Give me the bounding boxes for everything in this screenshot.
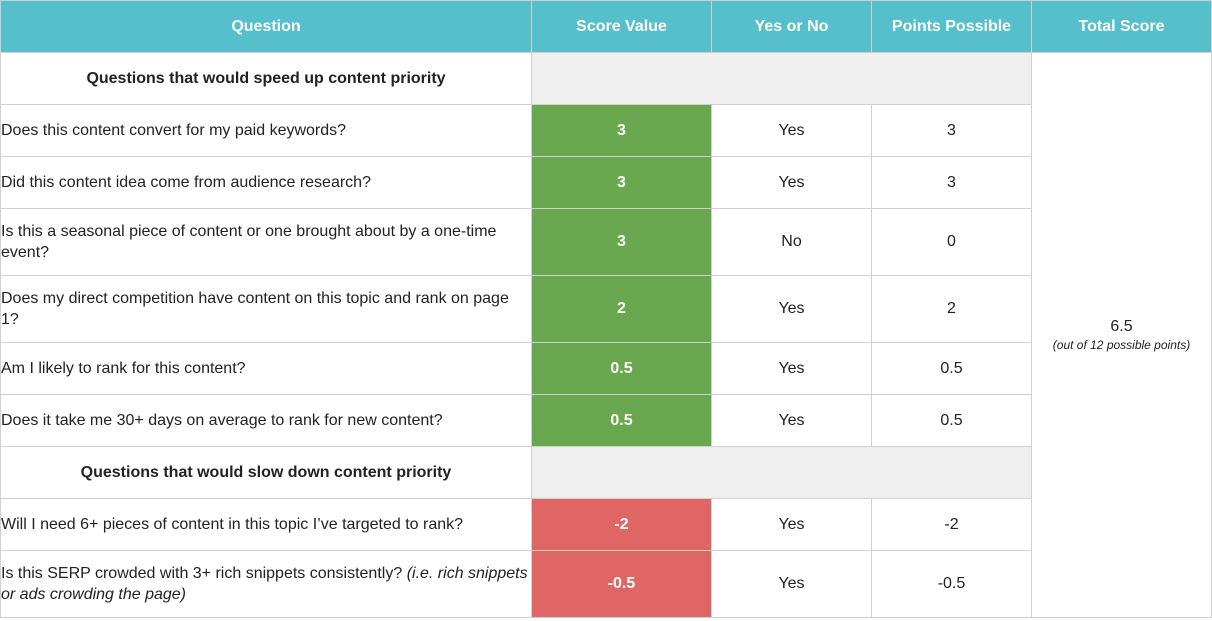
- points-cell: 2: [871, 275, 1032, 343]
- score-value-cell: 0.5: [531, 342, 712, 395]
- points-cell: -0.5: [871, 550, 1032, 618]
- header-score-value: Score Value: [531, 0, 712, 53]
- header-total-score: Total Score: [1031, 0, 1212, 53]
- question-cell: Does it take me 30+ days on average to r…: [0, 394, 532, 447]
- table-row: Is this a seasonal piece of content or o…: [0, 208, 1212, 276]
- table-row: Does it take me 30+ days on average to r…: [0, 394, 1212, 447]
- yes-no-cell: Yes: [711, 498, 872, 551]
- yes-no-cell: Yes: [711, 275, 872, 343]
- score-value-cell: -2: [531, 498, 712, 551]
- question-text: Will I need 6+ pieces of content in this…: [1, 516, 464, 533]
- question-text: Am I likely to rank for this content?: [1, 360, 246, 377]
- points-cell: 3: [871, 104, 1032, 157]
- points-cell: 0: [871, 208, 1032, 276]
- question-text: Does my direct competition have content …: [1, 290, 509, 328]
- yes-no-cell: Yes: [711, 550, 872, 618]
- section-title-speed-up: Questions that would speed up content pr…: [0, 52, 532, 105]
- question-cell: Does my direct competition have content …: [0, 275, 532, 343]
- question-cell: Did this content idea come from audience…: [0, 156, 532, 209]
- table-row: Am I likely to rank for this content? 0.…: [0, 342, 1212, 395]
- section-fill: [531, 446, 1032, 499]
- yes-no-cell: Yes: [711, 394, 872, 447]
- question-text: Did this content idea come from audience…: [1, 174, 371, 191]
- question-cell: Will I need 6+ pieces of content in this…: [0, 498, 532, 551]
- question-text: Does this content convert for my paid ke…: [1, 122, 347, 139]
- question-cell: Is this SERP crowded with 3+ rich snippe…: [0, 550, 532, 618]
- section-title-slow-down: Questions that would slow down content p…: [0, 446, 532, 499]
- question-text: Is this SERP crowded with 3+ rich snippe…: [1, 565, 403, 582]
- question-cell: Is this a seasonal piece of content or o…: [0, 208, 532, 276]
- score-value-cell: -0.5: [531, 550, 712, 618]
- yes-no-cell: Yes: [711, 156, 872, 209]
- points-cell: -2: [871, 498, 1032, 551]
- section-row-speed-up: Questions that would speed up content pr…: [0, 52, 1212, 618]
- points-cell: 0.5: [871, 342, 1032, 395]
- total-score-note: (out of 12 possible points): [1052, 338, 1191, 352]
- question-cell: Am I likely to rank for this content?: [0, 342, 532, 395]
- score-value-cell: 0.5: [531, 394, 712, 447]
- header-row: Question Score Value Yes or No Points Po…: [0, 0, 1212, 53]
- table-row: Will I need 6+ pieces of content in this…: [0, 498, 1212, 551]
- yes-no-cell: Yes: [711, 104, 872, 157]
- points-cell: 3: [871, 156, 1032, 209]
- section-row-slow-down: Questions that would slow down content p…: [0, 446, 1212, 499]
- header-question: Question: [0, 0, 532, 53]
- header-yes-or-no: Yes or No: [711, 0, 872, 53]
- table-row: Does this content convert for my paid ke…: [0, 104, 1212, 157]
- header-points-possible: Points Possible: [871, 0, 1032, 53]
- score-value-cell: 2: [531, 275, 712, 343]
- question-cell: Does this content convert for my paid ke…: [0, 104, 532, 157]
- table-row: Did this content idea come from audience…: [0, 156, 1212, 209]
- score-value-cell: 3: [531, 104, 712, 157]
- points-cell: 0.5: [871, 394, 1032, 447]
- question-text: Is this a seasonal piece of content or o…: [1, 223, 497, 261]
- question-note: (i.e. rich snippets or ads crowding the …: [1, 565, 528, 603]
- total-score-cell: 6.5 (out of 12 possible points): [1031, 52, 1212, 618]
- score-value-cell: 3: [531, 156, 712, 209]
- score-value-cell: 3: [531, 208, 712, 276]
- yes-no-cell: No: [711, 208, 872, 276]
- section-fill: [531, 52, 1032, 105]
- total-score-value: 6.5: [1110, 318, 1133, 335]
- yes-no-cell: Yes: [711, 342, 872, 395]
- table-row: Is this SERP crowded with 3+ rich snippe…: [0, 550, 1212, 618]
- table-row: Does my direct competition have content …: [0, 275, 1212, 343]
- question-text: Does it take me 30+ days on average to r…: [1, 412, 443, 429]
